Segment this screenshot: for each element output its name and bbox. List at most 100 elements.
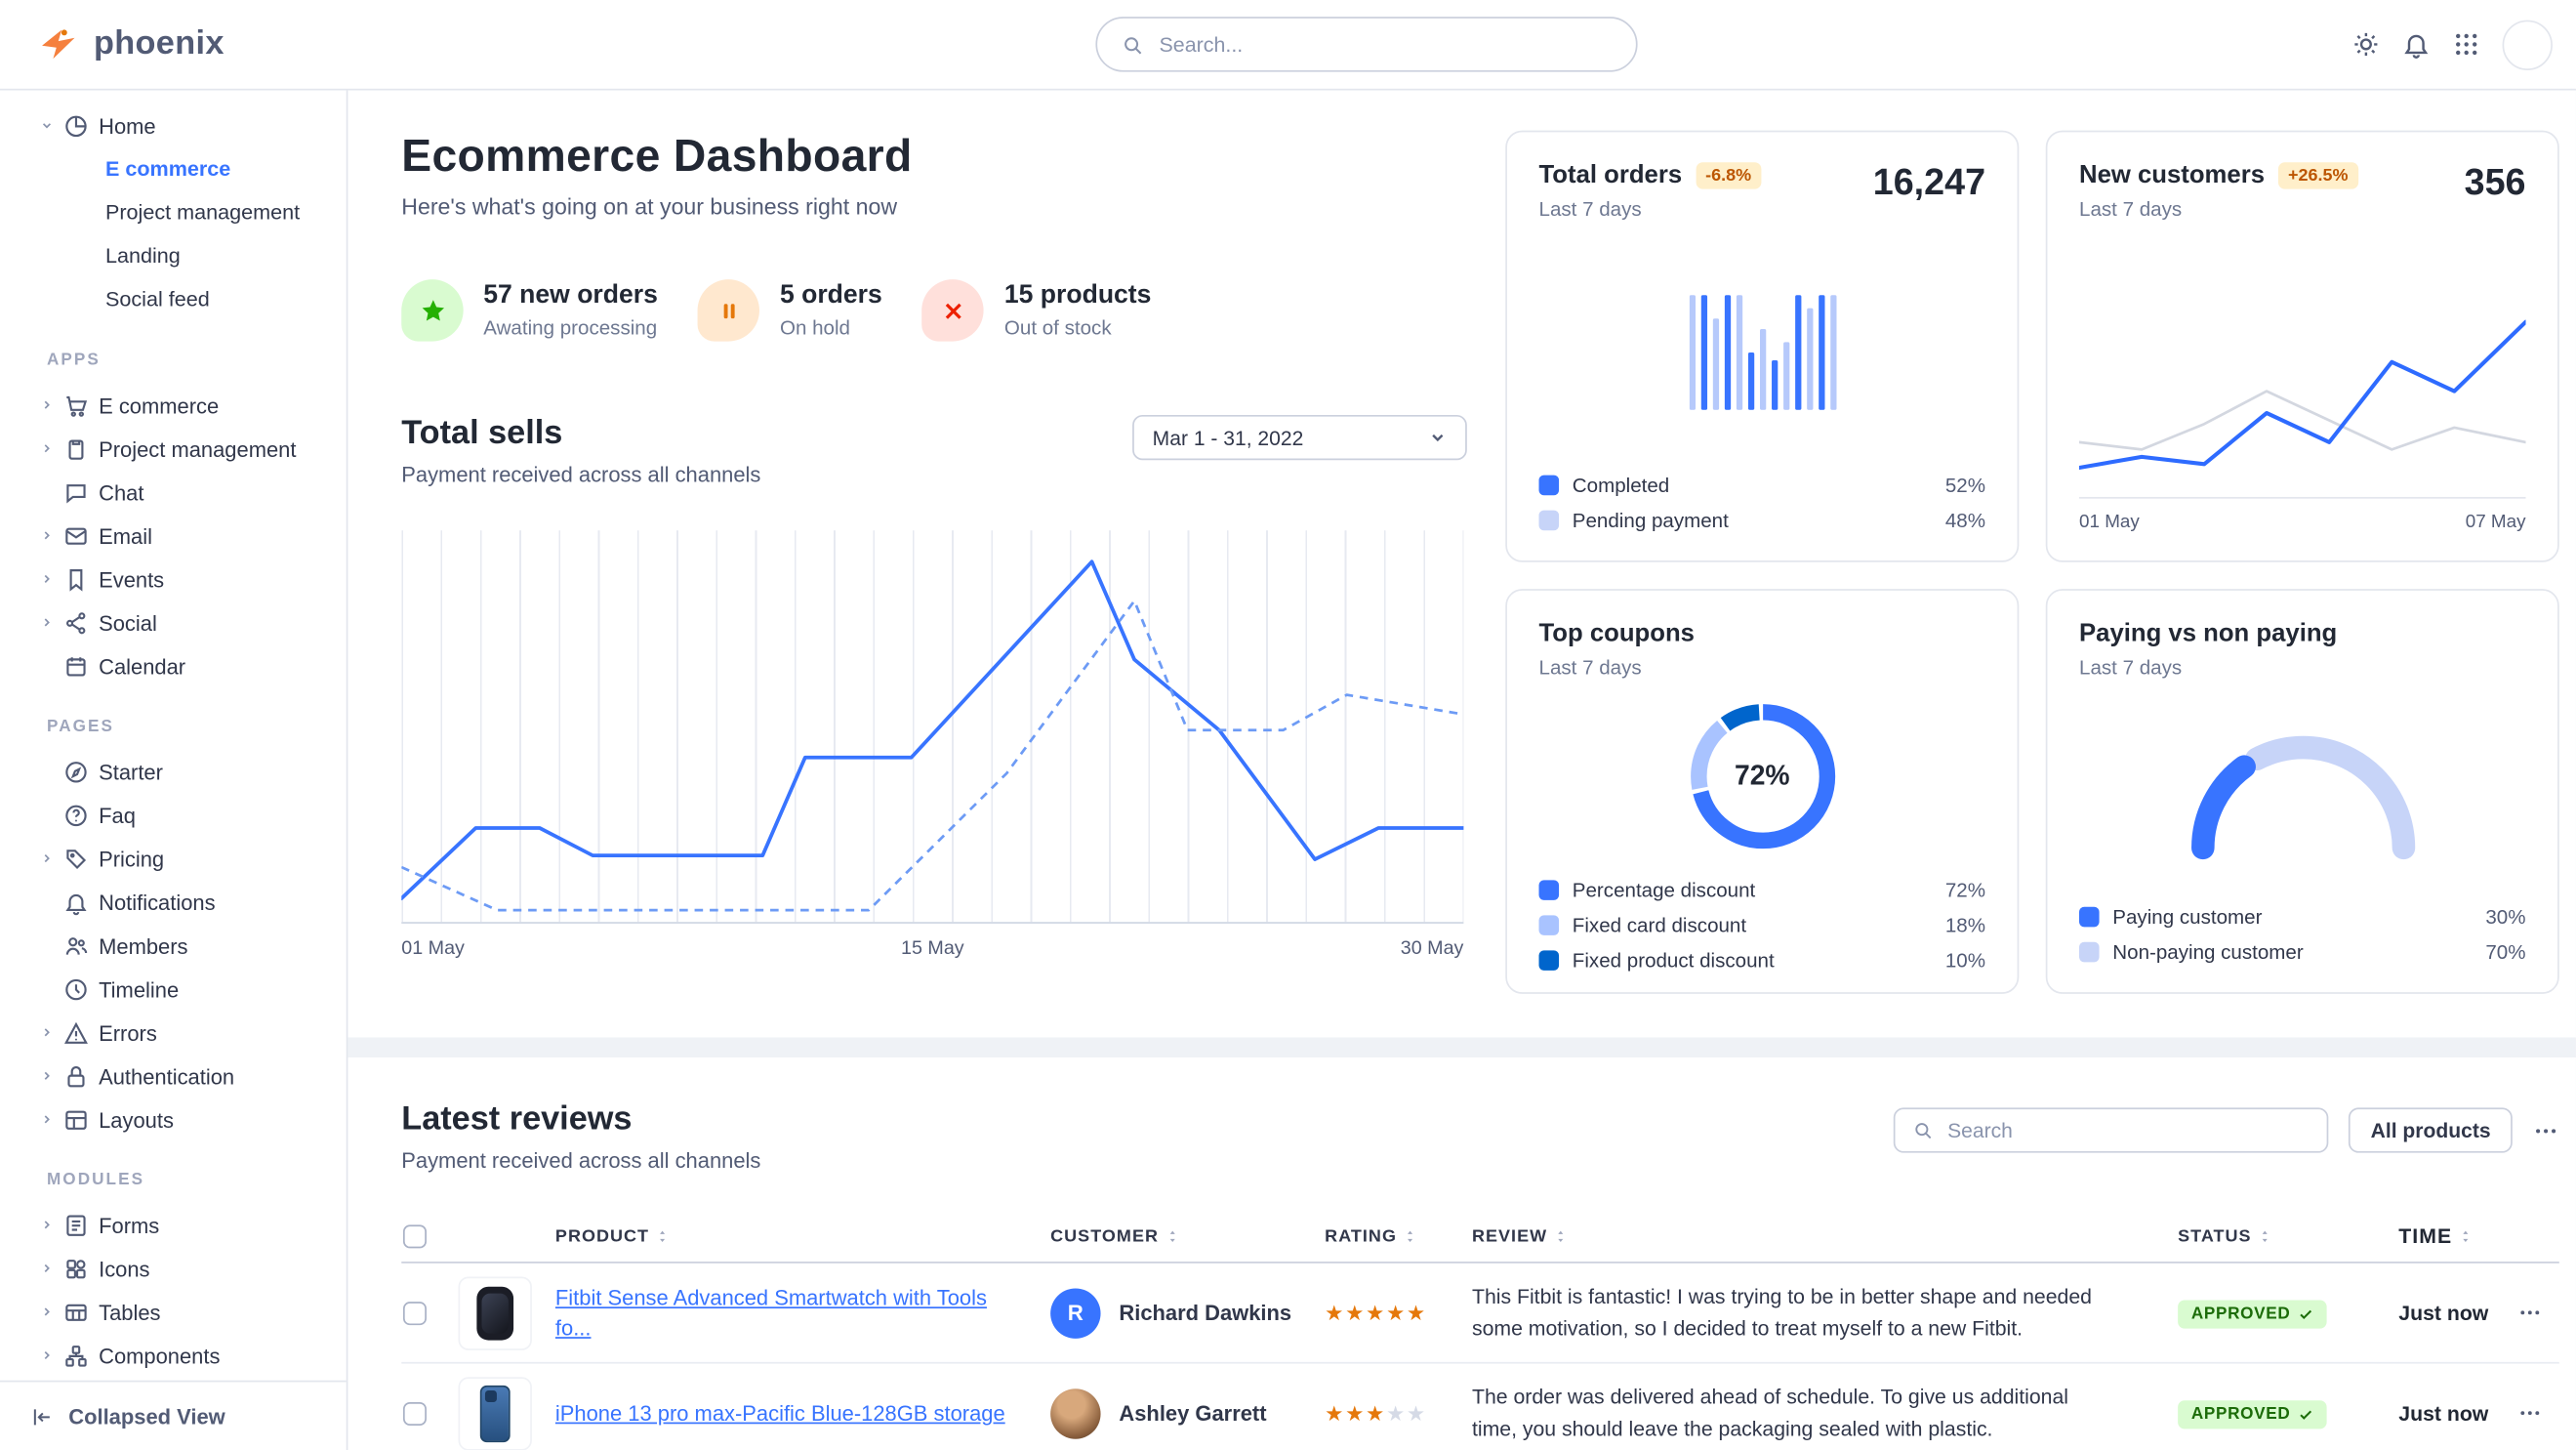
sidebar-item-email[interactable]: Email [0,514,347,558]
date-range-value: Mar 1 - 31, 2022 [1152,426,1304,450]
topbar-actions [2351,19,2558,70]
customer-avatar: R [1050,1287,1101,1339]
latest-reviews-panel: Latest reviews Payment received across a… [348,1056,2576,1450]
sidebar-item-tables[interactable]: Tables [0,1290,347,1334]
table-row[interactable]: Fitbit Sense Advanced Smartwatch with To… [401,1264,2559,1364]
date-range-select[interactable]: Mar 1 - 31, 2022 [1132,414,1467,461]
ellipsis-icon [2532,1117,2558,1143]
row-checkbox[interactable] [402,1401,427,1426]
x-tick: 15 May [901,938,964,959]
sidebar-item-label: Email [99,522,152,549]
latest-reviews-subtitle: Payment received across all channels [401,1147,761,1174]
stat-value: 57 new orders [483,280,658,311]
page-title: Ecommerce Dashboard [401,130,913,182]
column-header-status[interactable]: STATUS [2128,1225,2352,1246]
global-search-input[interactable] [1159,32,1613,57]
product-link[interactable]: iPhone 13 pro max-Pacific Blue-128GB sto… [554,1400,1005,1426]
review-time: Just now [2398,1301,2489,1325]
sidebar-item-social[interactable]: Social [0,601,347,644]
total-sells-subtitle: Payment received across all channels [401,461,761,487]
users-icon [63,932,89,958]
sidebar-item-layouts[interactable]: Layouts [0,1098,347,1141]
card-period: Last 7 days [2079,655,2183,680]
sort-icon [1552,1227,1569,1244]
legend-swatch [1538,475,1560,496]
column-header-review[interactable]: REVIEW [1472,1225,2128,1246]
x-tick: 01 May [401,938,465,959]
latest-reviews-title: Latest reviews [401,1100,633,1139]
rating-stars: ★★★★★ [1325,1301,1427,1325]
x-mark-icon [921,279,985,342]
sidebar-item-starter[interactable]: Starter [0,750,347,794]
sidebar-item-pricing[interactable]: Pricing [0,837,347,881]
row-checkbox[interactable] [402,1301,427,1325]
brand-logo[interactable]: phoenix [37,23,225,65]
sort-icon [654,1227,671,1244]
card-period: Last 7 days [1538,655,1642,680]
sidebar-item-label: Social [99,609,157,636]
sidebar-item-ecommerce-dashboard[interactable]: E commerce [104,157,231,182]
sidebar-item-components[interactable]: Components [0,1334,347,1378]
reviews-search[interactable] [1894,1107,2329,1153]
sidebar-item-forms[interactable]: Forms [0,1203,347,1247]
sidebar-item-home[interactable]: Home [0,104,347,147]
reviews-more-button[interactable] [2532,1117,2558,1143]
row-actions-button[interactable] [2499,1300,2559,1325]
legend-label: Pending payment [1572,508,1729,532]
product-thumbnail-smartwatch[interactable] [458,1275,532,1350]
all-products-filter-button[interactable]: All products [2349,1107,2513,1153]
sidebar-item-landing[interactable]: Landing [104,244,181,269]
column-header-time[interactable]: TIME [2351,1223,2499,1247]
select-all-checkbox[interactable] [402,1223,427,1248]
legend-value: 52% [1944,473,1986,497]
sidebar-item-authentication[interactable]: Authentication [0,1055,347,1098]
sidebar-item-label: Members [99,932,188,959]
sidebar-item-project-management-app[interactable]: Project management [0,427,347,471]
sidebar-item-label: Icons [99,1256,150,1281]
compass-icon [63,759,89,784]
table-icon [63,1300,89,1325]
sidebar-item-timeline[interactable]: Timeline [0,967,347,1011]
global-search[interactable] [1095,17,1638,72]
column-header-customer[interactable]: CUSTOMER [1050,1225,1325,1246]
chevron-right-icon [40,1025,54,1039]
sidebar-item-faq[interactable]: Faq [0,793,347,837]
sidebar-item-events[interactable]: Events [0,558,347,601]
user-avatar[interactable] [2502,19,2553,70]
clipboard-icon [63,435,89,461]
legend-label: Fixed product discount [1572,948,1775,973]
sidebar-item-label: Chat [99,478,144,505]
apps-menu-button[interactable] [2452,30,2480,59]
sidebar-item-label: Authentication [99,1062,235,1089]
product-thumbnail-iphone[interactable] [458,1376,532,1450]
sidebar-item-members[interactable]: Members [0,924,347,968]
clock-icon [63,976,89,1002]
sidebar-item-errors[interactable]: Errors [0,1011,347,1055]
reviews-search-input[interactable] [1947,1118,2310,1142]
sidebar-item-label: E commerce [99,392,220,418]
rating-stars: ★★★★★ [1325,1401,1427,1426]
sidebar-item-notifications[interactable]: Notifications [0,880,347,924]
topbar: phoenix [0,0,2576,91]
legend-item: Completed 52% [1538,473,1986,497]
table-row[interactable]: iPhone 13 pro max-Pacific Blue-128GB sto… [401,1364,2559,1450]
sidebar-item-project-management-dashboard[interactable]: Project management [104,200,301,225]
sidebar-item-ecommerce-app[interactable]: E commerce [0,383,347,427]
column-header-rating[interactable]: RATING [1325,1225,1472,1246]
theme-toggle-button[interactable] [2351,30,2380,59]
sidebar-item-chat[interactable]: Chat [0,471,347,515]
chevron-right-icon [40,1219,54,1232]
share-icon [63,610,89,636]
row-actions-button[interactable] [2499,1400,2559,1426]
legend-label: Fixed card discount [1572,913,1747,937]
product-link[interactable]: Fitbit Sense Advanced Smartwatch with To… [554,1285,987,1340]
column-header-product[interactable]: PRODUCT [555,1225,1050,1246]
sidebar-item-icons[interactable]: Icons [0,1247,347,1291]
collapse-sidebar-button[interactable]: Collapsed View [0,1380,347,1450]
sun-icon [2351,30,2380,59]
notifications-button[interactable] [2402,30,2431,59]
sidebar-item-social-feed[interactable]: Social feed [104,287,210,311]
review-text: This Fitbit is fantastic! I was trying t… [1471,1284,2092,1340]
sidebar-item-calendar[interactable]: Calendar [0,644,347,688]
total-sells-chart: 01 May 15 May 30 May [401,530,1467,959]
